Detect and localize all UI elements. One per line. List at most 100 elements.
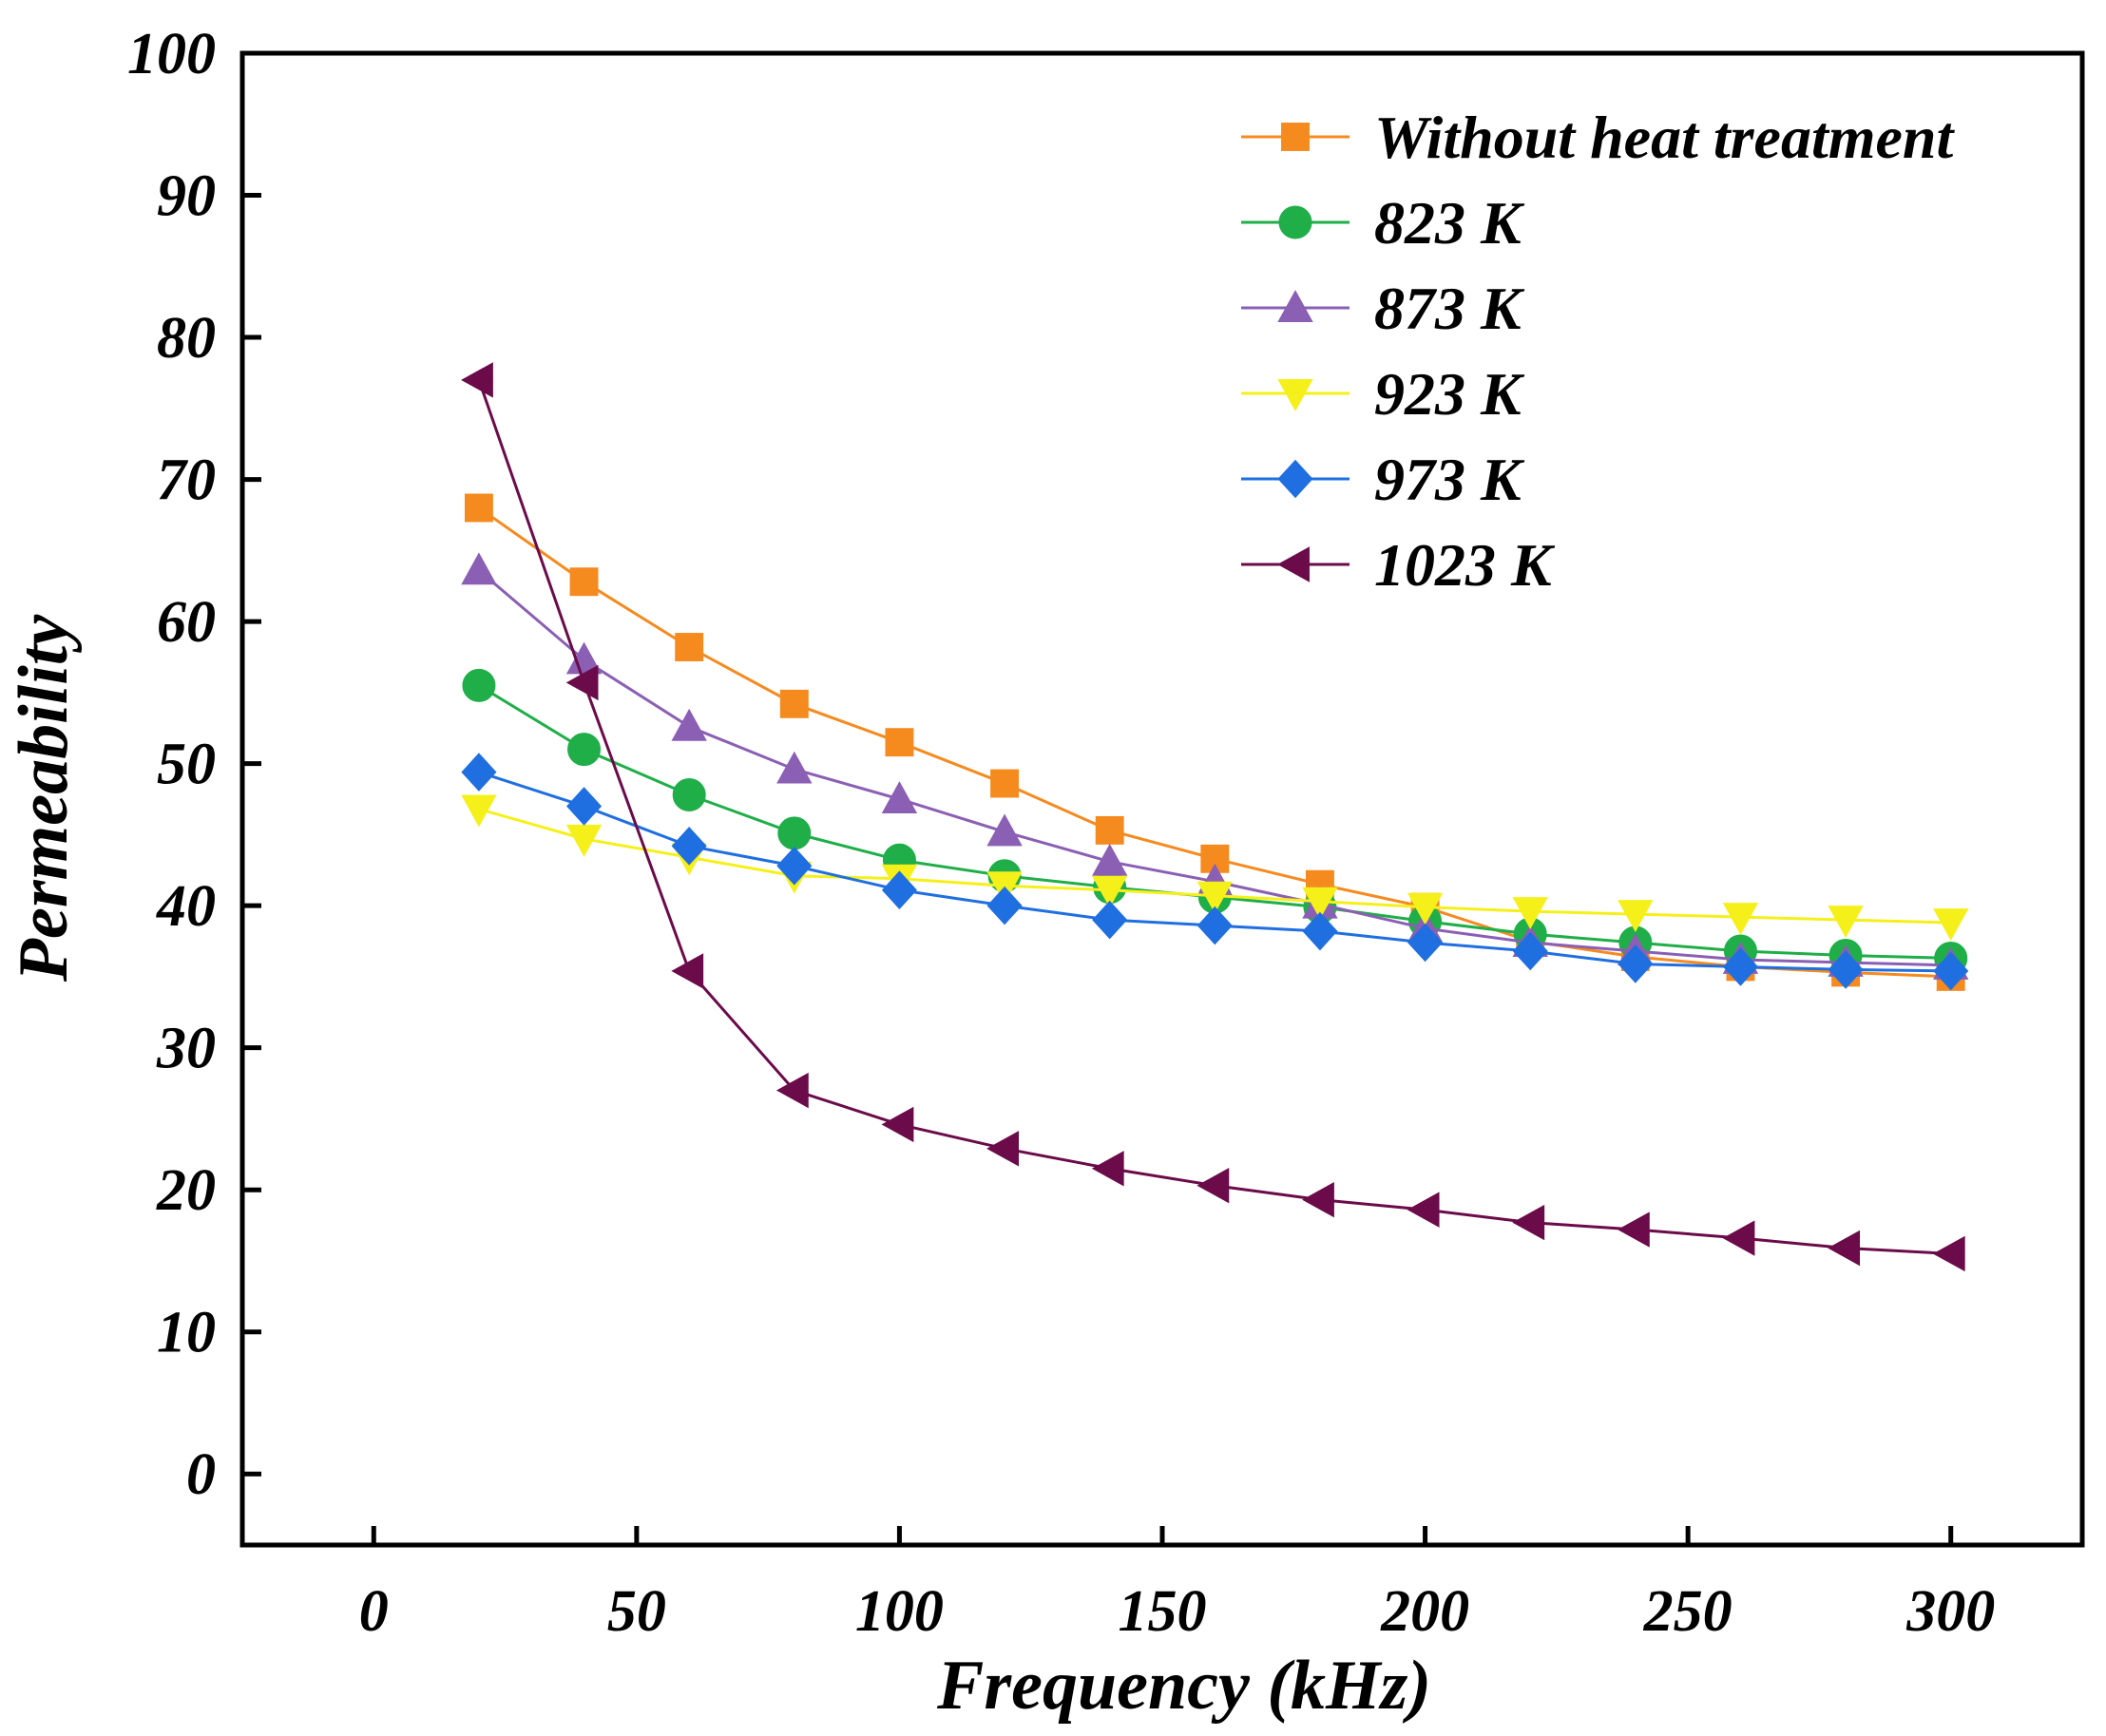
data-point: [885, 728, 914, 757]
y-tick-label: 50: [157, 733, 216, 797]
plot-frame: [239, 50, 2085, 1548]
data-point: [1933, 908, 1969, 941]
data-point: [776, 751, 813, 784]
y-tick-label: 10: [157, 1301, 216, 1365]
data-point: [1932, 1235, 1965, 1272]
data-point: [1828, 950, 1864, 989]
y-tick-label: 30: [156, 1017, 216, 1081]
data-point: [1091, 875, 1128, 908]
data-point: [881, 870, 917, 909]
data-point: [461, 552, 497, 585]
data-point: [1302, 887, 1338, 920]
data-point: [671, 827, 707, 866]
x-tick-label: 200: [1380, 1579, 1469, 1644]
data-point: [461, 794, 497, 828]
data-point: [567, 733, 602, 767]
legend-marker: [1277, 290, 1313, 322]
x-tick-label: 50: [607, 1579, 666, 1644]
legend-item-2: 873 K: [1241, 275, 1525, 342]
data-point: [1302, 1181, 1334, 1218]
data-point: [1197, 881, 1234, 914]
x-axis-title: Frequency (kHz): [936, 1647, 1431, 1725]
data-point: [1302, 911, 1338, 951]
data-point: [1722, 947, 1758, 986]
data-point: [881, 1106, 914, 1143]
data-point: [1091, 843, 1128, 876]
legend-item-4: 973 K: [1241, 446, 1525, 513]
y-axis-title: Permeability: [5, 614, 83, 982]
data-point: [565, 664, 599, 701]
y-tick-label: 70: [157, 448, 216, 513]
series-4: [461, 753, 1969, 991]
legend-item-5: 1023 K: [1241, 531, 1556, 599]
data-point: [1407, 892, 1444, 925]
data-point: [675, 633, 704, 661]
data-point: [569, 567, 599, 597]
x-tick-label: 100: [855, 1579, 944, 1644]
data-point: [986, 886, 1023, 925]
x-tick-label: 150: [1119, 1579, 1207, 1644]
data-point: [462, 668, 496, 702]
legend-marker: [1281, 123, 1310, 151]
x-tick-label: 300: [1905, 1579, 1995, 1644]
y-tick-label: 20: [156, 1158, 216, 1223]
series-line: [477, 379, 1951, 1255]
data-point: [1933, 951, 1969, 991]
y-tick-label: 90: [157, 164, 216, 229]
legend-marker: [1278, 205, 1312, 239]
x-tick-label: 250: [1643, 1579, 1733, 1644]
y-tick-label: 40: [156, 874, 216, 939]
data-point: [1617, 1211, 1650, 1248]
data-point: [990, 769, 1020, 798]
legend-label: Without heat treatment: [1374, 104, 1956, 171]
data-point: [1091, 1151, 1124, 1187]
data-point: [1618, 900, 1654, 932]
legend-label: 873 K: [1374, 275, 1525, 342]
data-point: [671, 953, 704, 989]
data-point: [1618, 944, 1654, 983]
data-point: [461, 362, 493, 398]
legend-item-1: 823 K: [1241, 189, 1525, 257]
legend-label: 823 K: [1374, 189, 1525, 257]
data-point: [986, 1131, 1020, 1167]
legend-label: 1023 K: [1374, 531, 1556, 599]
data-point: [1512, 897, 1548, 930]
data-point: [779, 689, 809, 718]
legend-item-0: Without heat treatment: [1241, 104, 1956, 171]
data-point: [986, 813, 1023, 847]
y-tick-label: 0: [186, 1442, 216, 1507]
tick-layer: 0 50 100 150 200 250 300 0 10 20 30 40 50 60 70 80 90 100: [127, 22, 1995, 1644]
data-point: [777, 816, 812, 850]
data-point: [1092, 900, 1128, 940]
data-point: [1095, 815, 1124, 845]
y-tick-label: 100: [127, 22, 216, 86]
legend-item-3: 923 K: [1241, 360, 1525, 428]
data-point: [461, 753, 497, 792]
data-point: [1722, 903, 1759, 935]
data-point: [776, 846, 813, 886]
x-tick-label: 0: [359, 1579, 389, 1644]
data-point: [1197, 906, 1233, 945]
y-tick-label: 80: [157, 306, 216, 371]
data-point: [1407, 923, 1444, 963]
data-point: [566, 787, 603, 826]
data-point: [1722, 1220, 1755, 1256]
legend-label: 923 K: [1374, 360, 1525, 428]
legend-label: 973 K: [1374, 446, 1525, 513]
legend: Without heat treatment 823 K 873 K 923 K 973…: [1241, 104, 1956, 599]
data-point: [671, 708, 707, 741]
legend-marker: [1277, 459, 1313, 499]
series-layer: [461, 362, 1969, 1272]
legend-marker: [1277, 379, 1313, 411]
data-point: [1512, 931, 1548, 971]
data-point: [1828, 1230, 1861, 1267]
data-point: [881, 781, 918, 813]
data-point: [1197, 1168, 1230, 1204]
data-point: [775, 1072, 809, 1109]
series-5: [461, 362, 1965, 1272]
data-point: [1407, 1192, 1440, 1228]
data-point: [1828, 906, 1864, 938]
data-point: [464, 493, 493, 523]
y-tick-label: 60: [157, 590, 216, 655]
